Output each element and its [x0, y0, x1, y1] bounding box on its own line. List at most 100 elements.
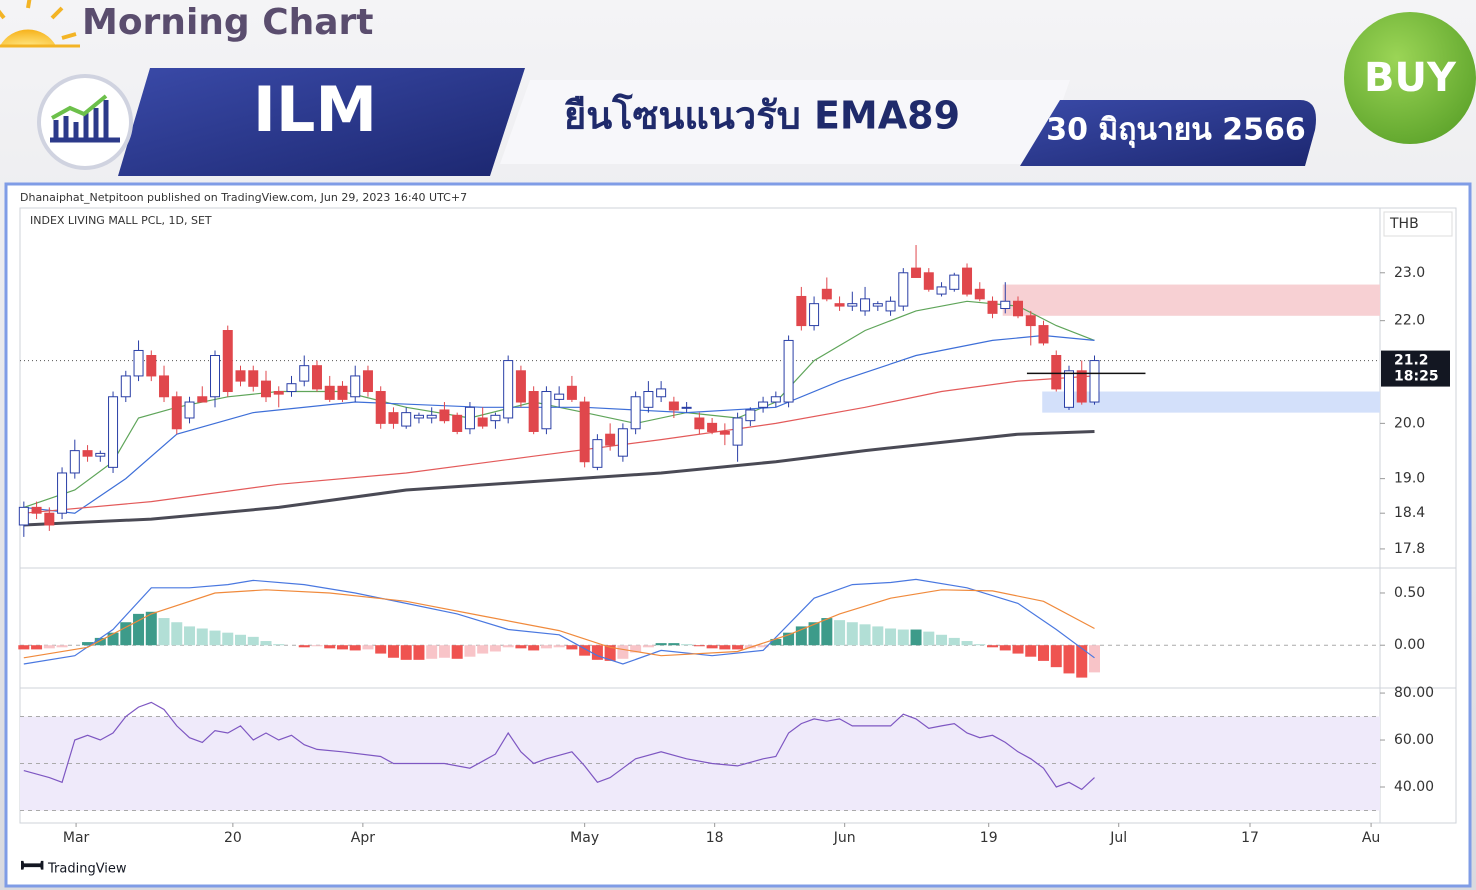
- candle-body: [579, 401, 590, 463]
- headline: ยืนโซนแนวรับ EMA89: [564, 93, 960, 138]
- candle-body: [668, 401, 679, 411]
- histogram-bar: [630, 645, 642, 653]
- x-tick-label: May: [570, 830, 599, 846]
- zone: [1042, 391, 1380, 413]
- candle-body: [796, 295, 807, 327]
- histogram-bar: [872, 626, 884, 646]
- histogram-bar: [324, 645, 336, 649]
- histogram-bar: [681, 644, 693, 646]
- candle-body: [426, 414, 437, 419]
- ticker-banner: [118, 68, 525, 176]
- candle-body: [694, 417, 705, 430]
- y-tick-label: 0.50: [1394, 585, 1425, 601]
- histogram-bar: [362, 645, 374, 650]
- histogram-bar: [1012, 645, 1024, 654]
- candle-body: [171, 396, 182, 430]
- histogram-bar: [438, 645, 450, 658]
- candle-body: [936, 286, 947, 295]
- histogram-bar: [757, 645, 769, 648]
- candle-body: [95, 452, 106, 457]
- currency-box: [1383, 211, 1453, 237]
- candle-body: [1051, 355, 1062, 390]
- last-price-box: [1381, 350, 1450, 387]
- countdown: 18:25: [1394, 369, 1439, 385]
- histogram-bar: [1088, 645, 1100, 673]
- headline-banner: [500, 80, 1070, 164]
- histogram-bar: [145, 611, 157, 646]
- candle-body: [273, 391, 284, 395]
- candle-body: [515, 370, 526, 403]
- histogram-bar: [885, 628, 897, 646]
- histogram-bar: [311, 645, 323, 647]
- histogram-bar: [783, 632, 795, 646]
- candle-body: [1013, 300, 1024, 317]
- attribution: Dhanaiphat_Netpitoon published on Tradin…: [20, 191, 467, 204]
- candle-body: [464, 406, 475, 430]
- candle-body: [630, 396, 641, 430]
- candle-body: [503, 360, 514, 419]
- histogram-bar: [94, 637, 106, 646]
- histogram-bar: [1050, 645, 1062, 668]
- histogram-bar: [706, 645, 718, 649]
- histogram-bar: [375, 645, 387, 654]
- histogram-bar: [400, 645, 412, 660]
- histogram-bar: [464, 645, 476, 657]
- candle-body: [860, 298, 871, 312]
- candle-body: [477, 417, 488, 427]
- histogram-bar: [107, 632, 119, 646]
- histogram-bar: [349, 645, 361, 651]
- y-tick-label: 17.8: [1394, 541, 1425, 557]
- candle-body: [770, 396, 781, 403]
- histogram-bar: [821, 618, 833, 646]
- brand: Morning Chart: [82, 2, 374, 43]
- histogram-bar: [18, 645, 30, 650]
- candle-body: [388, 412, 399, 424]
- candle-body: [31, 506, 42, 514]
- histogram-bar: [1063, 645, 1075, 674]
- histogram-bar: [273, 644, 285, 646]
- histogram-bar: [617, 645, 629, 659]
- histogram-bar: [489, 645, 501, 652]
- histogram-bar: [936, 634, 948, 646]
- histogram-bar: [591, 645, 603, 660]
- symbol-title: INDEX LIVING MALL PCL, 1D, SET: [30, 214, 212, 227]
- candle-body: [57, 472, 68, 514]
- candle-body: [362, 370, 373, 393]
- y-tick-label: 22.0: [1394, 313, 1425, 329]
- y-tick-label: 20.0: [1394, 415, 1425, 431]
- candle-body: [554, 393, 565, 400]
- candle-body: [260, 380, 271, 398]
- y-tick-label: 60.00: [1394, 732, 1434, 748]
- y-tick-label: 0.00: [1394, 637, 1425, 653]
- candle-body: [732, 417, 743, 446]
- x-tick-label: 19: [980, 830, 998, 846]
- histogram-bar: [426, 645, 438, 659]
- moving-average: [23, 375, 1095, 514]
- y-tick-label: 23.0: [1394, 265, 1425, 281]
- histogram-bar: [158, 618, 170, 646]
- histogram-bar: [668, 643, 680, 646]
- candle-body: [413, 414, 424, 419]
- histogram-bar: [604, 645, 616, 661]
- histogram-bar: [987, 645, 999, 648]
- candle-body: [375, 391, 386, 424]
- candle-body: [962, 267, 973, 295]
- last-price: 21.2: [1394, 353, 1429, 369]
- histogram-bar: [196, 628, 208, 646]
- tv-logo: ꟷ: [20, 850, 44, 885]
- histogram-bar: [235, 634, 247, 646]
- candle-body: [847, 303, 858, 307]
- candle-body: [1063, 370, 1074, 408]
- signal-badge: [1344, 12, 1476, 144]
- histogram-bar: [540, 645, 552, 649]
- rsi-line: [23, 701, 1095, 791]
- histogram-bar: [171, 622, 183, 646]
- candle-body: [159, 375, 170, 398]
- x-tick-label: Mar: [63, 830, 90, 846]
- candle-body: [439, 409, 450, 422]
- macd-line: [23, 578, 1095, 665]
- y-tick-label: 80.00: [1394, 685, 1434, 701]
- candle-body: [809, 303, 820, 327]
